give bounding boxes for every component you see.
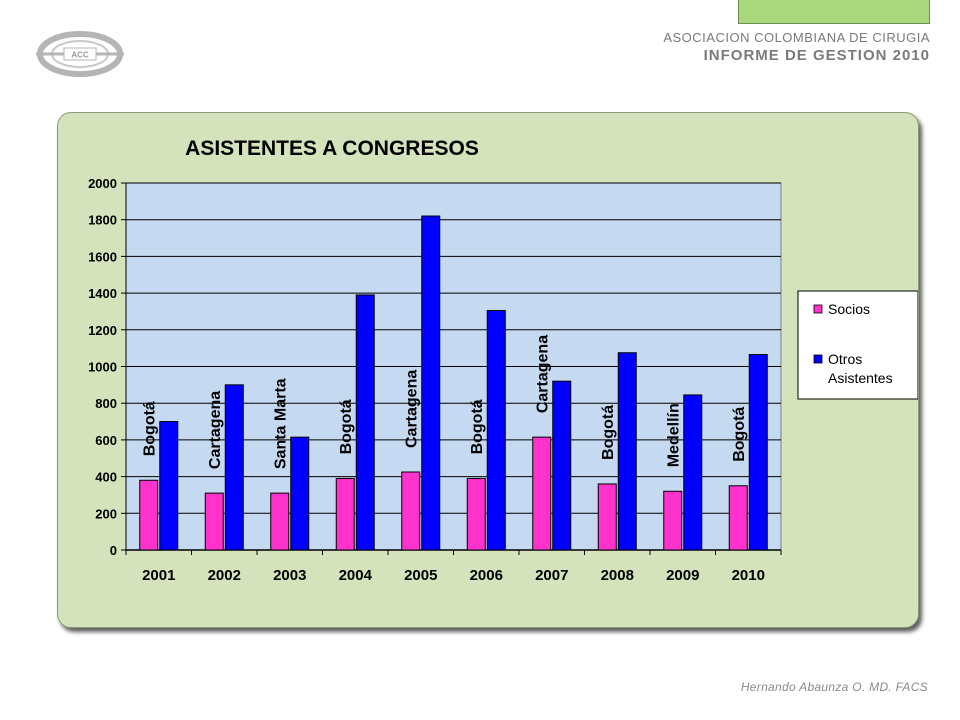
x-tick-label: 2006 [470,567,503,584]
x-tick-label: 2001 [142,567,175,584]
y-tick-label: 1000 [88,360,117,375]
header-text: ASOCIACION COLOMBIANA DE CIRUGIA INFORME… [663,30,930,65]
association-logo: ACC [34,28,126,85]
legend-swatch-otros-asistentes [813,354,823,364]
y-tick-label: 600 [95,433,117,448]
y-tick-label: 1400 [88,286,117,301]
y-tick-label: 1200 [88,323,117,338]
y-tick-label: 1600 [88,249,117,264]
bar-otros-asistentes [421,215,441,551]
bar-socios [532,436,552,551]
bar-otros-asistentes [617,352,637,551]
bar-socios [663,490,683,551]
city-label: Bogotá [469,399,486,454]
legend-label-otros-asistentes-line2: Asistentes [828,370,893,386]
bar-socios [597,483,617,551]
bar-otros-asistentes [486,310,506,551]
bar-otros-asistentes [224,384,244,551]
city-label: Cartagena [207,391,224,469]
y-tick-label: 1800 [88,213,117,228]
city-label: Bogotá [142,401,159,456]
x-tick-label: 2004 [339,567,373,584]
bar-otros-asistentes [683,394,703,551]
x-tick-label: 2010 [732,567,765,584]
bar-otros-asistentes [748,354,768,551]
bar-socios [335,477,355,551]
bar-otros-asistentes [355,294,375,551]
y-tick-label: 400 [95,470,117,485]
city-label: Bogotá [731,407,748,462]
bar-socios [204,492,224,551]
bar-socios [728,485,748,551]
legend-swatch-socios [813,304,823,314]
y-tick-label: 0 [110,543,117,558]
bar-socios [401,471,421,551]
x-tick-label: 2003 [273,567,306,584]
city-label: Bogotá [600,405,617,460]
author-credit: Hernando Abaunza O. MD. FACS [740,680,928,694]
legend-label-socios: Socios [828,301,870,317]
city-label: Santa Marta [273,378,290,469]
y-tick-label: 800 [95,396,117,411]
chart-title: ASISTENTES A CONGRESOS [185,137,479,160]
x-tick-label: 2005 [404,567,437,584]
logo-text: ACC [71,51,89,60]
x-tick-label: 2009 [666,567,699,584]
x-tick-label: 2008 [601,567,634,584]
city-label: Cartagena [535,335,552,413]
x-tick-label: 2007 [535,567,568,584]
header-accent-tab [738,0,930,24]
bar-otros-asistentes [290,436,310,551]
bar-socios [270,492,290,551]
organization-name: ASOCIACION COLOMBIANA DE CIRUGIA [663,30,930,45]
bar-socios [466,477,486,551]
bar-otros-asistentes [552,380,572,551]
bar-chart: ASISTENTES A CONGRESOS 0 200 400 600 800 1000 1… [88,137,918,584]
x-tick-label: 2002 [208,567,241,584]
legend-label-otros-asistentes-line1: Otros [828,351,862,367]
chart-panel: ASISTENTES A CONGRESOS 0 200 400 600 800 1000 1… [57,112,919,628]
city-label: Bogotá [338,399,355,454]
city-label: Cartagena [404,370,421,448]
y-tick-label: 2000 [88,176,117,191]
bar-socios [139,479,159,551]
bar-otros-asistentes [159,421,179,551]
report-title: INFORME DE GESTION 2010 [703,47,930,64]
city-label: Medellín [666,403,683,467]
y-tick-label: 200 [95,506,117,521]
